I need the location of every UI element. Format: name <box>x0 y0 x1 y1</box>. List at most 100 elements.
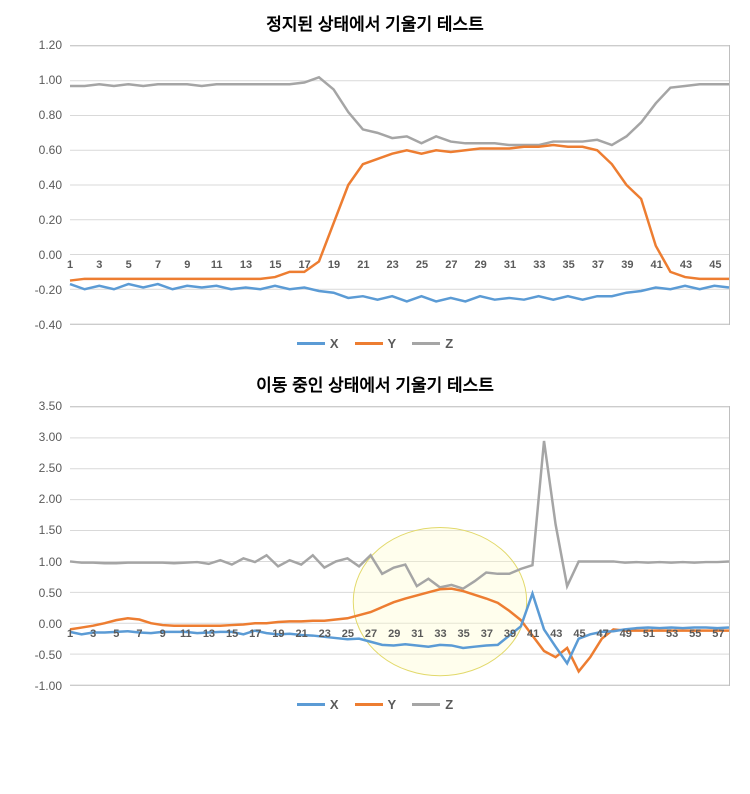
x-tick-label: 3 <box>90 628 96 640</box>
x-tick-label: 41 <box>651 259 663 271</box>
legend-item-y: Y <box>355 336 397 351</box>
y-tick-label: 0.00 <box>39 617 62 631</box>
x-tick-label: 45 <box>573 628 585 640</box>
highlight-ellipse <box>353 527 526 675</box>
x-tick-label: 57 <box>712 628 724 640</box>
x-tick-label: 27 <box>365 628 377 640</box>
chart1-y-axis: -0.40-0.200.000.200.400.600.801.001.20 <box>10 45 70 325</box>
chart2-plot-wrap: -1.00-0.500.000.501.001.502.002.503.003.… <box>10 406 740 686</box>
x-tick-label: 51 <box>643 628 655 640</box>
legend-swatch <box>297 342 325 345</box>
legend-swatch <box>412 342 440 345</box>
chart2-title: 이동 중인 상태에서 기울기 테스트 <box>10 371 740 396</box>
x-tick-label: 7 <box>136 628 142 640</box>
y-tick-label: 1.00 <box>39 555 62 569</box>
x-tick-label: 11 <box>180 628 192 640</box>
x-tick-label: 13 <box>240 259 252 271</box>
x-tick-label: 29 <box>388 628 400 640</box>
x-tick-label: 5 <box>113 628 119 640</box>
x-tick-label: 37 <box>592 259 604 271</box>
legend-item-z: Z <box>412 697 453 712</box>
series-x <box>70 284 729 301</box>
x-tick-label: 39 <box>504 628 516 640</box>
x-tick-label: 1 <box>67 259 73 271</box>
legend-label: X <box>330 336 339 351</box>
legend-swatch <box>355 342 383 345</box>
x-tick-label: 49 <box>620 628 632 640</box>
y-tick-label: 3.50 <box>39 399 62 413</box>
x-tick-label: 5 <box>126 259 132 271</box>
x-tick-label: 3 <box>96 259 102 271</box>
x-tick-label: 19 <box>328 259 340 271</box>
chart1-plot-wrap: -0.40-0.200.000.200.400.600.801.001.20 1… <box>10 45 740 325</box>
x-tick-label: 25 <box>342 628 354 640</box>
legend-label: Z <box>445 697 453 712</box>
x-tick-label: 35 <box>563 259 575 271</box>
chart1-plot-area: 1357911131517192123252729313335373941434… <box>70 45 730 325</box>
x-tick-label: 27 <box>445 259 457 271</box>
chart2-legend: X Y Z <box>10 694 740 712</box>
y-tick-label: 2.50 <box>39 461 62 475</box>
legend-swatch <box>355 703 383 706</box>
legend-item-x: X <box>297 697 339 712</box>
x-tick-label: 13 <box>203 628 215 640</box>
x-tick-label: 9 <box>184 259 190 271</box>
x-tick-label: 43 <box>550 628 562 640</box>
y-tick-label: 3.00 <box>39 430 62 444</box>
y-tick-label: 1.00 <box>39 73 62 87</box>
legend-label: Z <box>445 336 453 351</box>
y-tick-label: -1.00 <box>35 679 62 693</box>
legend-item-x: X <box>297 336 339 351</box>
x-tick-label: 23 <box>319 628 331 640</box>
x-tick-label: 43 <box>680 259 692 271</box>
y-tick-label: -0.50 <box>35 648 62 662</box>
legend-label: X <box>330 697 339 712</box>
x-tick-label: 45 <box>709 259 721 271</box>
x-tick-label: 31 <box>411 628 423 640</box>
chart2-svg <box>70 407 729 685</box>
y-tick-label: 2.00 <box>39 492 62 506</box>
x-tick-label: 17 <box>249 628 261 640</box>
x-tick-label: 23 <box>387 259 399 271</box>
chart1-legend: X Y Z <box>10 333 740 351</box>
chart-static-tilt: 정지된 상태에서 기울기 테스트 -0.40-0.200.000.200.400… <box>10 10 740 351</box>
y-tick-label: 0.50 <box>39 586 62 600</box>
x-tick-label: 21 <box>357 259 369 271</box>
x-tick-label: 21 <box>295 628 307 640</box>
series-z <box>70 441 729 589</box>
y-tick-label: 0.80 <box>39 108 62 122</box>
legend-label: Y <box>388 697 397 712</box>
x-tick-label: 33 <box>434 628 446 640</box>
x-tick-label: 7 <box>155 259 161 271</box>
x-tick-label: 31 <box>504 259 516 271</box>
x-tick-label: 19 <box>272 628 284 640</box>
y-tick-label: 0.20 <box>39 213 62 227</box>
legend-item-y: Y <box>355 697 397 712</box>
chart2-y-axis: -1.00-0.500.000.501.001.502.002.503.003.… <box>10 406 70 686</box>
y-tick-label: 0.40 <box>39 178 62 192</box>
x-tick-label: 9 <box>160 628 166 640</box>
legend-item-z: Z <box>412 336 453 351</box>
x-tick-label: 53 <box>666 628 678 640</box>
x-tick-label: 15 <box>226 628 238 640</box>
x-tick-label: 55 <box>689 628 701 640</box>
legend-label: Y <box>388 336 397 351</box>
x-tick-label: 25 <box>416 259 428 271</box>
chart1-title: 정지된 상태에서 기울기 테스트 <box>10 10 740 35</box>
legend-swatch <box>297 703 325 706</box>
y-tick-label: -0.40 <box>35 318 62 332</box>
series-z <box>70 77 729 145</box>
x-tick-label: 15 <box>269 259 281 271</box>
chart2-plot-area: 1357911131517192123252729313335373941434… <box>70 406 730 686</box>
x-tick-label: 41 <box>527 628 539 640</box>
chart-moving-tilt: 이동 중인 상태에서 기울기 테스트 -1.00 -0.50 0.00 0.50 1.0… <box>10 371 740 712</box>
y-tick-label: 1.50 <box>39 523 62 537</box>
legend-swatch <box>412 703 440 706</box>
x-tick-label: 35 <box>458 628 470 640</box>
x-tick-label: 11 <box>211 259 223 271</box>
x-tick-label: 33 <box>533 259 545 271</box>
chart1-svg <box>70 46 729 324</box>
x-tick-label: 47 <box>597 628 609 640</box>
x-tick-label: 39 <box>621 259 633 271</box>
x-tick-label: 1 <box>67 628 73 640</box>
